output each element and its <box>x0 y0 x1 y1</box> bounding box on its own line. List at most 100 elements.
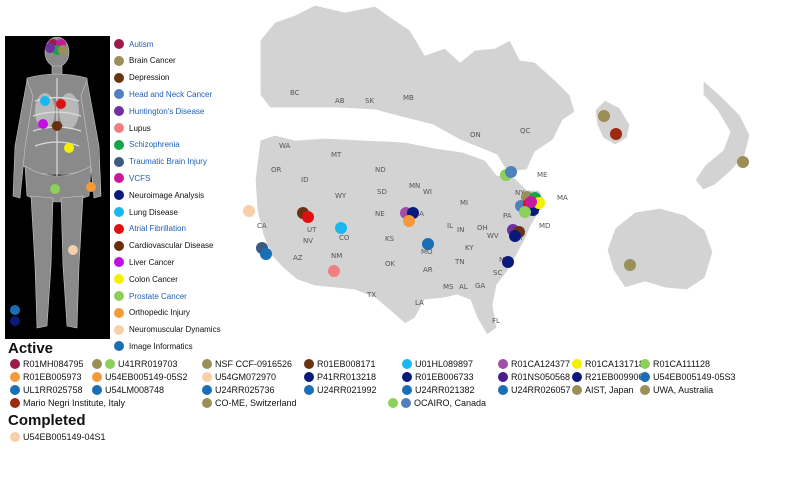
grant-item[interactable]: NSF CCF-0916526 <box>202 358 292 370</box>
body-marker[interactable] <box>38 119 48 129</box>
grant-color-dot <box>572 372 582 382</box>
grant-item[interactable]: UL1RR025758 <box>10 384 83 396</box>
grant-item[interactable]: U41RR019703 <box>92 358 178 370</box>
condition-item[interactable]: Huntington's Disease <box>114 103 204 119</box>
condition-item[interactable]: VCFS <box>114 170 150 186</box>
grant-label: U24RR021992 <box>317 385 377 395</box>
site-marker[interactable] <box>519 206 531 218</box>
grant-item[interactable]: U54EB005149-04S1 <box>10 431 106 443</box>
body-marker[interactable] <box>86 182 96 192</box>
body-marker[interactable] <box>40 96 50 106</box>
condition-label[interactable]: Autism <box>129 39 154 49</box>
condition-label: Neuromuscular Dynamics <box>129 325 221 335</box>
grant-item[interactable]: R01EB006733 <box>402 371 474 383</box>
site-marker[interactable] <box>737 156 749 168</box>
state-label: PA <box>503 212 512 220</box>
grant-color-dot <box>640 372 650 382</box>
grant-label: U24RR021382 <box>415 385 475 395</box>
state-label: WV <box>487 232 499 240</box>
body-marker[interactable] <box>10 316 20 326</box>
grant-label: R01CA131718 <box>585 359 645 369</box>
site-marker[interactable] <box>610 128 622 140</box>
condition-label[interactable]: Traumatic Brain Injury <box>129 157 207 167</box>
condition-item[interactable]: Atrial Fibrillation <box>114 221 186 237</box>
grant-label: R01EB005973 <box>23 372 82 382</box>
condition-label[interactable]: Schizophrenia <box>129 140 180 150</box>
state-label: IL <box>447 222 453 230</box>
grant-color-dot <box>640 385 650 395</box>
grant-item[interactable]: Mario Negri Institute, Italy <box>10 397 125 409</box>
grant-item[interactable]: P41RR013218 <box>304 371 376 383</box>
grant-item[interactable]: R01MH084795 <box>10 358 84 370</box>
condition-item[interactable]: Traumatic Brain Injury <box>114 154 207 170</box>
grant-item[interactable]: U54GM072970 <box>202 371 276 383</box>
grant-item[interactable]: CO-ME, Switzerland <box>202 397 297 409</box>
body-condition-markers <box>10 39 96 326</box>
grant-item[interactable]: U24RR025736 <box>202 384 275 396</box>
grant-label: UWA, Australia <box>653 385 714 395</box>
grant-item[interactable]: U54EB005149-05S2 <box>92 371 188 383</box>
condition-item[interactable]: Head and Neck Cancer <box>114 86 212 102</box>
body-marker[interactable] <box>56 99 66 109</box>
body-marker[interactable] <box>10 305 20 315</box>
grant-item[interactable]: R21EB009900 <box>572 371 644 383</box>
site-marker[interactable] <box>328 265 340 277</box>
grant-item[interactable]: UWA, Australia <box>640 384 713 396</box>
site-marker[interactable] <box>243 205 255 217</box>
grant-color-dot <box>202 398 212 408</box>
state-label: IN <box>457 226 464 234</box>
grant-item[interactable]: R01CA131718 <box>572 358 644 370</box>
grant-item[interactable]: R01EB008171 <box>304 358 376 370</box>
grant-item[interactable]: R01CA111128 <box>640 358 710 370</box>
condition-item[interactable]: Autism <box>114 36 153 52</box>
site-marker[interactable] <box>509 230 521 242</box>
site-marker[interactable] <box>422 238 434 250</box>
body-marker[interactable] <box>64 143 74 153</box>
body-marker[interactable] <box>52 121 62 131</box>
condition-item: Cardiovascular Disease <box>114 238 213 254</box>
grant-color-dot <box>10 372 20 382</box>
grant-item[interactable]: U24RR021382 <box>402 384 475 396</box>
state-label: MB <box>403 94 414 102</box>
state-label: OH <box>477 224 488 232</box>
grant-item[interactable]: R01CA124377 <box>498 358 570 370</box>
site-marker[interactable] <box>502 256 514 268</box>
condition-item[interactable]: Schizophrenia <box>114 137 180 153</box>
grant-item[interactable]: R01EB005973 <box>10 371 82 383</box>
grant-label: UL1RR025758 <box>23 385 83 395</box>
grant-color-dot <box>10 398 20 408</box>
condition-label[interactable]: Atrial Fibrillation <box>129 224 186 234</box>
grant-color-dot <box>401 398 411 408</box>
grant-item[interactable]: OCAIRO, Canada <box>388 397 486 409</box>
site-marker[interactable] <box>525 196 537 208</box>
site-marker[interactable] <box>335 222 347 234</box>
condition-item[interactable]: Prostate Cancer <box>114 288 187 304</box>
grant-item[interactable]: U54LM008748 <box>92 384 164 396</box>
condition-label[interactable]: Head and Neck Cancer <box>129 89 213 99</box>
grant-item[interactable]: R01NS050568 <box>498 371 570 383</box>
site-marker[interactable] <box>302 211 314 223</box>
condition-label[interactable]: Prostate Cancer <box>129 291 187 301</box>
site-marker[interactable] <box>505 166 517 178</box>
condition-label[interactable]: Huntington's Disease <box>129 106 205 116</box>
grant-color-dot <box>92 385 102 395</box>
state-label: NE <box>375 210 385 218</box>
condition-color-dot <box>114 240 124 251</box>
site-marker[interactable] <box>624 259 636 271</box>
body-marker[interactable] <box>58 45 68 55</box>
grant-color-dot <box>304 372 314 382</box>
body-marker[interactable] <box>68 245 78 255</box>
condition-label[interactable]: VCFS <box>129 173 151 183</box>
grant-item[interactable]: U01HL089897 <box>402 358 473 370</box>
site-marker[interactable] <box>403 215 415 227</box>
grant-item[interactable]: U24RR021992 <box>304 384 377 396</box>
map-site-markers <box>243 110 749 277</box>
body-marker[interactable] <box>45 43 55 53</box>
state-label: QC <box>520 127 531 135</box>
site-marker[interactable] <box>260 248 272 260</box>
site-marker[interactable] <box>598 110 610 122</box>
body-marker[interactable] <box>50 184 60 194</box>
grant-item[interactable]: AIST, Japan <box>572 384 634 396</box>
grant-item[interactable]: U54EB005149-05S3 <box>640 371 736 383</box>
grant-item[interactable]: U24RR026057 <box>498 384 571 396</box>
